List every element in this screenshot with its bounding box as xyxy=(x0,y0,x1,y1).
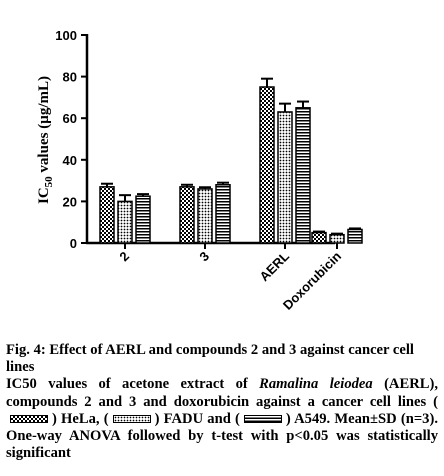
caption-legend-3: ) A549. Mean±SD (n=3). One-way ANOVA fol… xyxy=(6,410,438,462)
bar xyxy=(117,200,133,244)
bar xyxy=(295,107,311,244)
y-tick-label: 0 xyxy=(70,236,77,251)
bar xyxy=(179,186,195,244)
caption-legend-1: ) HeLa, ( xyxy=(52,410,109,427)
bar xyxy=(215,184,231,244)
x-tick-label: 3 xyxy=(196,249,212,265)
caption-text-b: (AERL), compounds 2 and 3 and doxorubici… xyxy=(6,376,438,410)
y-tick-label: 80 xyxy=(63,70,77,85)
bar xyxy=(135,195,151,244)
y-tick-label: 60 xyxy=(63,111,77,126)
y-tick-label: 20 xyxy=(63,194,77,209)
bar xyxy=(99,186,115,244)
bar xyxy=(259,86,275,244)
caption-legend-2: ) FADU and ( xyxy=(154,410,240,427)
bar xyxy=(197,188,213,244)
bar xyxy=(347,228,363,244)
caption-species: Ramalina leiodea xyxy=(259,376,373,393)
caption-body: IC50 values of acetone extract of Ramali… xyxy=(6,376,438,462)
y-tick-label: 100 xyxy=(55,28,77,43)
legend-swatch-hela xyxy=(10,415,48,424)
y-axis-label: IC50 values (µg/mL) xyxy=(36,76,55,204)
y-tick-label: 40 xyxy=(63,153,77,168)
legend-swatch-a549 xyxy=(243,415,282,424)
bar xyxy=(277,111,293,244)
x-tick-label: 2 xyxy=(116,249,132,265)
x-tick-label: AERL xyxy=(256,248,292,284)
figure-caption: Fig. 4: Effect of AERL and compounds 2 a… xyxy=(6,342,438,462)
bars-group xyxy=(99,77,363,244)
caption-text-a: IC50 values of acetone extract of xyxy=(6,376,260,393)
caption-title: Fig. 4: Effect of AERL and compounds 2 a… xyxy=(6,342,414,376)
bar xyxy=(329,233,345,244)
bar xyxy=(311,231,327,244)
legend-swatch-fadu xyxy=(112,415,151,424)
